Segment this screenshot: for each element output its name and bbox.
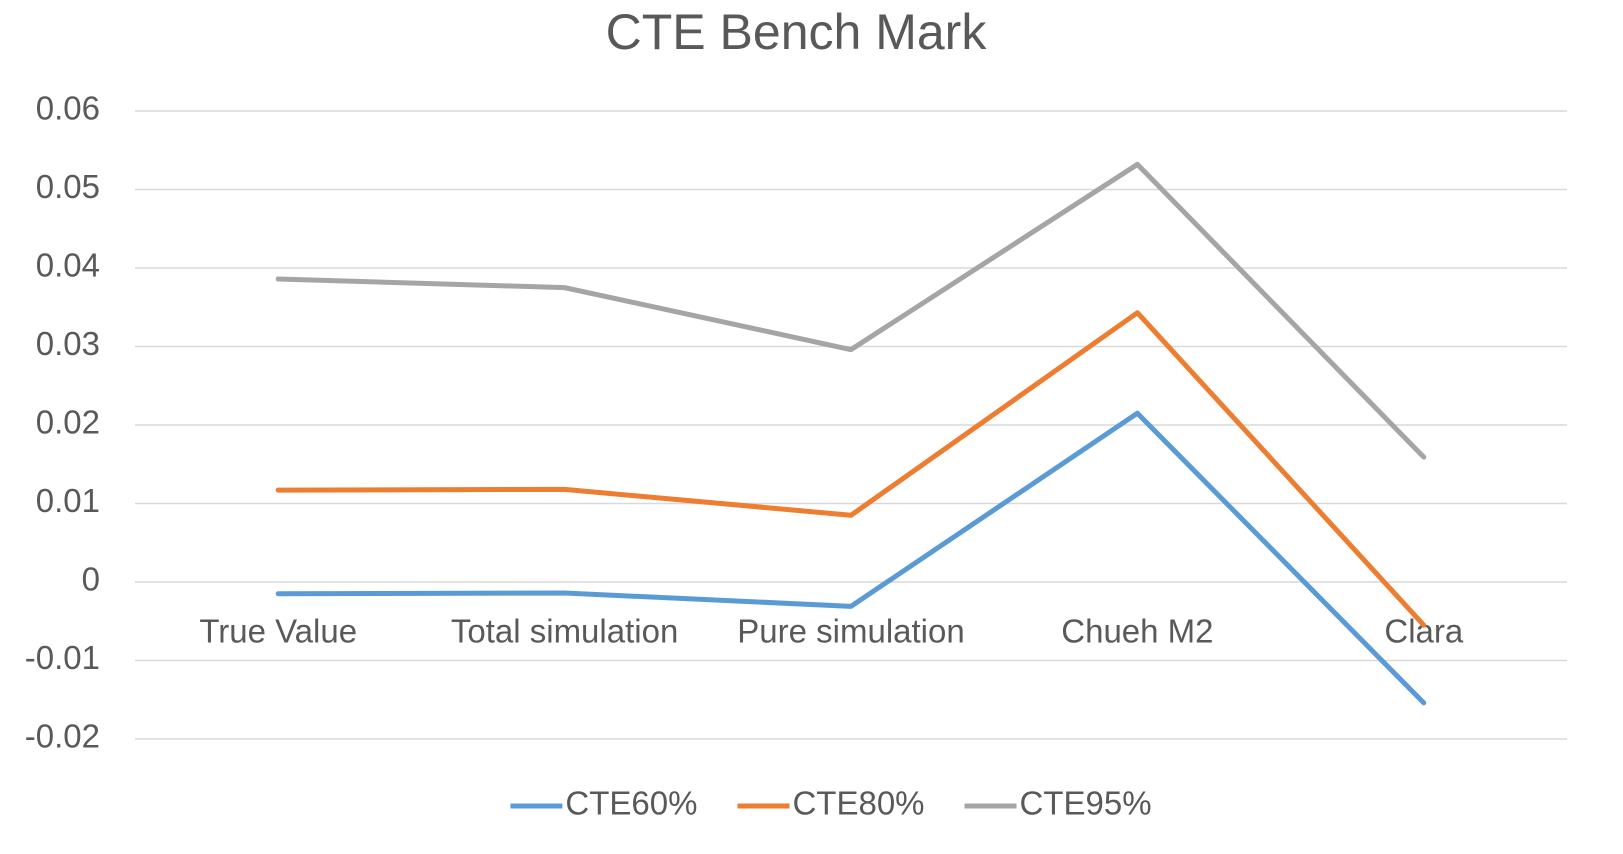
x-tick-label: True Value <box>199 613 357 650</box>
x-tick-label: Pure simulation <box>737 613 964 650</box>
y-tick-label: 0.01 <box>36 482 100 519</box>
y-tick-label: 0.04 <box>36 247 100 284</box>
x-tick-label: Clara <box>1384 613 1464 650</box>
legend-label: CTE60% <box>565 785 697 822</box>
series-line <box>275 161 1427 460</box>
legend-label: CTE80% <box>792 785 924 822</box>
legend-label: CTE95% <box>1020 785 1152 822</box>
series-line <box>275 310 1427 628</box>
x-tick-label: Chueh M2 <box>1061 613 1213 650</box>
y-tick-label: -0.02 <box>25 718 100 755</box>
y-tick-label: 0.06 <box>36 90 100 127</box>
y-tick-label: 0.03 <box>36 325 100 362</box>
x-tick-label: Total simulation <box>451 613 678 650</box>
y-tick-label: 0 <box>82 561 100 598</box>
y-tick-label: 0.05 <box>36 168 100 205</box>
series-line <box>275 410 1427 706</box>
y-tick-label: 0.02 <box>36 404 100 441</box>
y-tick-label: -0.01 <box>25 639 100 676</box>
chart-title: CTE Bench Mark <box>606 4 988 60</box>
